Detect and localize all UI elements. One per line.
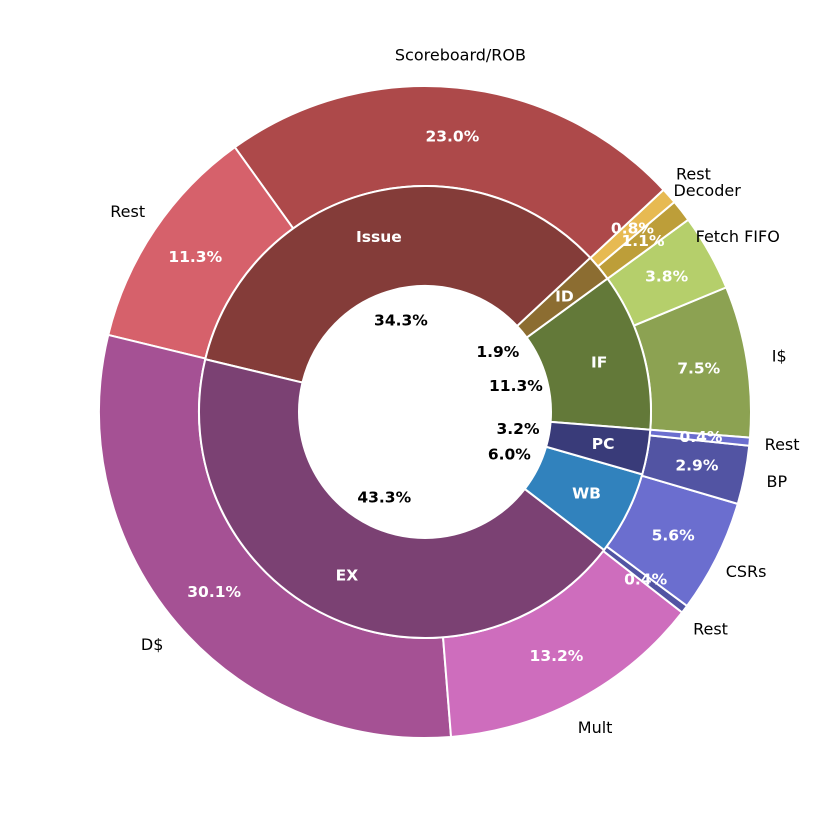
outer-label-bp-10: BP [767,472,788,491]
inner-label-pc-5: PC [592,435,615,453]
inner-pct-id-1: 1.9% [476,343,519,361]
outer-label-mult-7: Mult [578,718,613,737]
outer-label-decoder-2: Decoder [673,181,741,200]
inner-slice-ex-3 [198,358,606,639]
outer-label-d-6: D$ [141,635,164,654]
inner-label-wb-4: WB [572,485,601,503]
outer-label-fetch-fifo-1: Fetch FIFO [696,227,780,246]
inner-label-ex-3: EX [336,566,359,584]
outer-pct-decoder-2: 1.1% [622,232,665,250]
outer-label-rest-8: Rest [693,619,728,638]
outer-label-scoreboard-rob-4: Scoreboard/ROB [395,46,526,65]
outer-pct-fetch-fifo-1: 3.8% [645,267,688,285]
outer-label-csrs-9: CSRs [726,562,767,581]
inner-pct-if-0: 11.3% [489,377,543,395]
inner-pct-pc-5: 3.2% [496,420,539,438]
outer-ring [98,85,752,739]
outer-label-rest-5: Rest [110,202,145,221]
inner-pct-issue-2: 34.3% [374,312,428,330]
outer-pct-i-0: 7.5% [677,360,720,378]
outer-pct-csrs-9: 5.6% [652,526,695,544]
outer-label-rest-3: Rest [676,165,711,184]
inner-label-id-1: ID [555,288,574,306]
outer-label-rest-11: Rest [765,435,800,454]
inner-slice-pc-5 [545,420,652,476]
outer-pct-rest-8: 0.4% [624,571,667,589]
chart-labels: I$ 7.5% Fetch FIFO 3.8% Decoder 1.1% Rest 0.8% S… [110,46,799,738]
outer-pct-rest-11: 0.4% [679,428,722,446]
outer-pct-mult-7: 13.2% [530,647,584,665]
inner-pct-ex-3: 43.3% [357,488,411,506]
inner-label-issue-2: Issue [356,228,402,246]
outer-pct-scoreboard-rob-4: 23.0% [425,127,479,145]
outer-label-i-0: I$ [772,346,787,365]
inner-slice-issue-2 [204,185,592,384]
outer-pct-rest-3: 0.8% [611,219,654,237]
outer-pct-rest-5: 11.3% [168,248,222,266]
inner-ring [198,185,652,639]
outer-pct-d-6: 30.1% [187,583,241,601]
inner-pct-wb-4: 6.0% [488,446,531,464]
outer-pct-bp-10: 2.9% [675,457,718,475]
inner-label-if-0: IF [591,354,607,372]
